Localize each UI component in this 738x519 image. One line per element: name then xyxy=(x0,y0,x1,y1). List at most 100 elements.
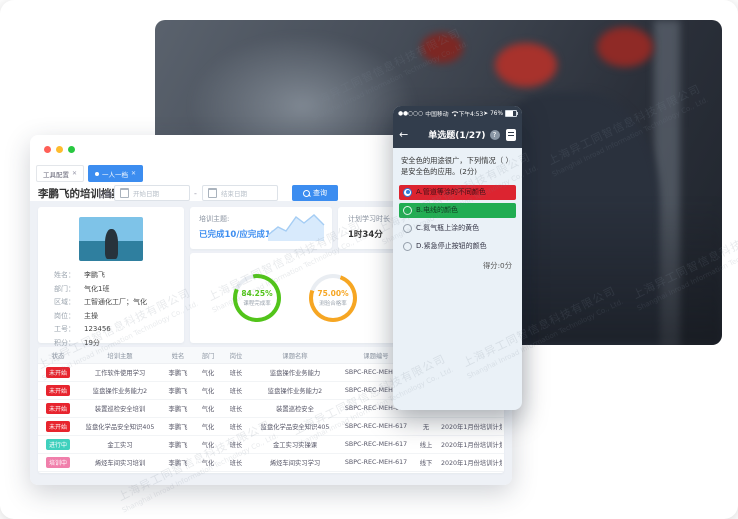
table-cell[interactable]: 查看 xyxy=(502,417,504,436)
phone-nav-bar: ← 单选题(1/27) ? xyxy=(393,121,522,148)
start-date-input[interactable]: 开始日期 xyxy=(114,185,190,201)
table-cell: 监盘操作业务能力2 xyxy=(78,381,162,400)
calendar-icon xyxy=(208,188,217,198)
topic-value: 已完成10/应完成12 xyxy=(199,230,277,240)
status-badge: 未开始 xyxy=(45,403,70,414)
status-badge: 进行中 xyxy=(45,439,70,450)
table-header-cell: 岗位 xyxy=(222,347,250,364)
quiz-option[interactable]: B.电线的颜色 xyxy=(399,202,516,218)
table-cell: SBPC-REC-MEH-617 xyxy=(340,471,412,473)
table-cell: SBPC-REC-MEH-617 xyxy=(340,417,412,436)
radio-icon[interactable] xyxy=(403,187,412,197)
tab-label: 工具配置 xyxy=(43,170,69,179)
table-cell: 2020年1月份培训计划 xyxy=(440,417,502,436)
table-cell: 装置巡检安全 xyxy=(250,399,340,418)
answer-sheet-icon[interactable] xyxy=(506,128,516,141)
table-cell[interactable]: 装卸车实训 xyxy=(250,471,340,473)
zoom-window-button[interactable] xyxy=(68,146,75,153)
table-cell: 班长 xyxy=(222,381,250,400)
minimize-window-button[interactable] xyxy=(56,146,63,153)
table-cell: 气化 xyxy=(194,381,222,400)
question-counter-title: 单选题(1/27) xyxy=(428,131,486,141)
status-badge: 培训中 xyxy=(45,457,70,468)
table-cell: 金工实习 xyxy=(78,435,162,454)
date-label: 日期 xyxy=(98,191,112,199)
table-cell: SBPC-REC-MEH-617 xyxy=(340,453,412,472)
table-cell: 李鹏飞 xyxy=(162,453,194,472)
phone-status-bar: ●●○○○ 中国移动 下午4:53 ➤ 76% xyxy=(393,106,522,121)
table-cell: 李鹏飞 xyxy=(162,471,194,473)
calendar-icon xyxy=(120,188,129,198)
tab-tool-config[interactable]: 工具配置 ✕ xyxy=(36,165,85,182)
profile-field: 部门： 气化1班 xyxy=(54,284,110,293)
table-cell: 2020年1月份培训计划 xyxy=(440,471,502,473)
plan-value: 1时34分 xyxy=(348,230,383,240)
table-cell: 监盘化学品安全知识405 xyxy=(250,417,340,436)
carrier-label: 中国移动 xyxy=(425,112,449,118)
radio-icon[interactable] xyxy=(403,205,412,215)
red-helmet xyxy=(421,33,464,63)
avatar xyxy=(79,217,143,261)
search-button-label: 查询 xyxy=(313,189,327,197)
table-header-cell: 培训主题 xyxy=(78,347,162,364)
table-cell: 李鹏飞 xyxy=(162,435,194,454)
option-label: C.氮气瓶上涂的黄色 xyxy=(416,224,480,233)
table-cell: 李鹏飞 xyxy=(162,381,194,400)
table-cell: 金工实习实操课 xyxy=(250,435,340,454)
table-cell: 装卸车实习培训 xyxy=(78,471,162,473)
profile-field: 积分： 19分 xyxy=(54,338,100,347)
window-titlebar: 工具配置 ✕ 一人一档 ✕ xyxy=(30,135,512,182)
table-row: 未开始 工作软件使用学习 李鹏飞 气化 班长 监盘操作业务能力 SBPC-REC-MEH-6… xyxy=(38,363,504,382)
signal-dots-icon: ●●○○○ xyxy=(398,110,424,117)
battery-percent: 76% xyxy=(490,110,503,117)
table-row: 培训中 烯烃车间实习培训 李鹏飞 气化 班长 烯烃车间实习学习 SBPC-REC-MEH-6… xyxy=(38,453,504,472)
end-date-input[interactable]: 结束日期 xyxy=(202,185,278,201)
table-cell: 李鹏飞 xyxy=(162,399,194,418)
query-toolbar: 李鹏飞的培训档案 日期 开始日期 - 结束日期 查询 xyxy=(30,181,512,207)
table-cell: 气化 xyxy=(194,417,222,436)
back-arrow-icon[interactable]: ← xyxy=(399,128,409,141)
table-cell: 气化 xyxy=(194,399,222,418)
help-icon[interactable]: ? xyxy=(489,129,500,140)
tab-one-person-one-file[interactable]: 一人一档 ✕ xyxy=(88,165,144,182)
table-row: 已完成装卸车实习培训李鹏飞气化班长装卸车实训SBPC-REC-MEH-617无2… xyxy=(38,471,504,473)
table-cell: 2020年1月份培训计划 xyxy=(440,453,502,472)
quiz-option[interactable]: C.氮气瓶上涂的黄色 xyxy=(399,221,516,236)
table-cell: 李鹏飞 xyxy=(162,363,194,382)
profile-field: 工号： 123456 xyxy=(54,325,111,333)
table-cell: 无 xyxy=(412,417,440,436)
option-label: A.管道等涂的不同颜色 xyxy=(416,188,486,197)
table-header-cell: 状态 xyxy=(38,347,78,364)
table-cell: 线下 xyxy=(412,453,440,472)
quiz-pass-rate-donut: 75.00% 测验合格率 xyxy=(309,274,357,322)
close-window-button[interactable] xyxy=(44,146,51,153)
clock-label: 下午4:53 xyxy=(458,112,484,118)
end-date-placeholder: 结束日期 xyxy=(221,190,247,198)
close-icon[interactable]: ✕ xyxy=(72,170,78,177)
table-cell: SBPC-REC-MEH-617 xyxy=(340,435,412,454)
table-cell[interactable]: 取消 xyxy=(502,435,504,454)
radio-icon[interactable] xyxy=(403,241,412,251)
table-cell: 监盘操作业务能力 xyxy=(250,363,340,382)
status-badge: 未开始 xyxy=(45,421,70,432)
table-cell[interactable]: 取消 xyxy=(502,471,504,473)
radio-icon[interactable] xyxy=(403,223,412,233)
close-icon[interactable]: ✕ xyxy=(131,170,137,177)
tab-bar: 工具配置 ✕ 一人一档 ✕ xyxy=(36,165,144,182)
search-button[interactable]: 查询 xyxy=(292,185,338,201)
profile-card: 姓名： 李鹏飞 部门： 气化1班 区域： 工智通化工厂；气化 岗位： 主操 工号… xyxy=(38,207,184,347)
quiz-option[interactable]: D.紧急停止按钮的颜色 xyxy=(399,239,516,254)
table-cell: 班长 xyxy=(222,453,250,472)
table-row: 进行中 金工实习 李鹏飞 气化 班长 金工实习实操课 SBPC-REC-MEH-617 线上 2… xyxy=(38,435,504,454)
page-title: 李鹏飞的培训档案 xyxy=(38,188,122,200)
table-cell: 班长 xyxy=(222,417,250,436)
location-arrow-icon: ➤ xyxy=(483,110,489,117)
quiz-option[interactable]: A.管道等涂的不同颜色 xyxy=(399,184,516,200)
table-cell: 无 xyxy=(412,471,440,473)
table-cell: 班长 xyxy=(222,471,250,473)
table-cell[interactable]: 取消 xyxy=(502,453,504,472)
date-range-separator: - xyxy=(194,189,197,198)
profile-field: 岗位： 主操 xyxy=(54,311,98,320)
table-cell: 气化 xyxy=(194,453,222,472)
